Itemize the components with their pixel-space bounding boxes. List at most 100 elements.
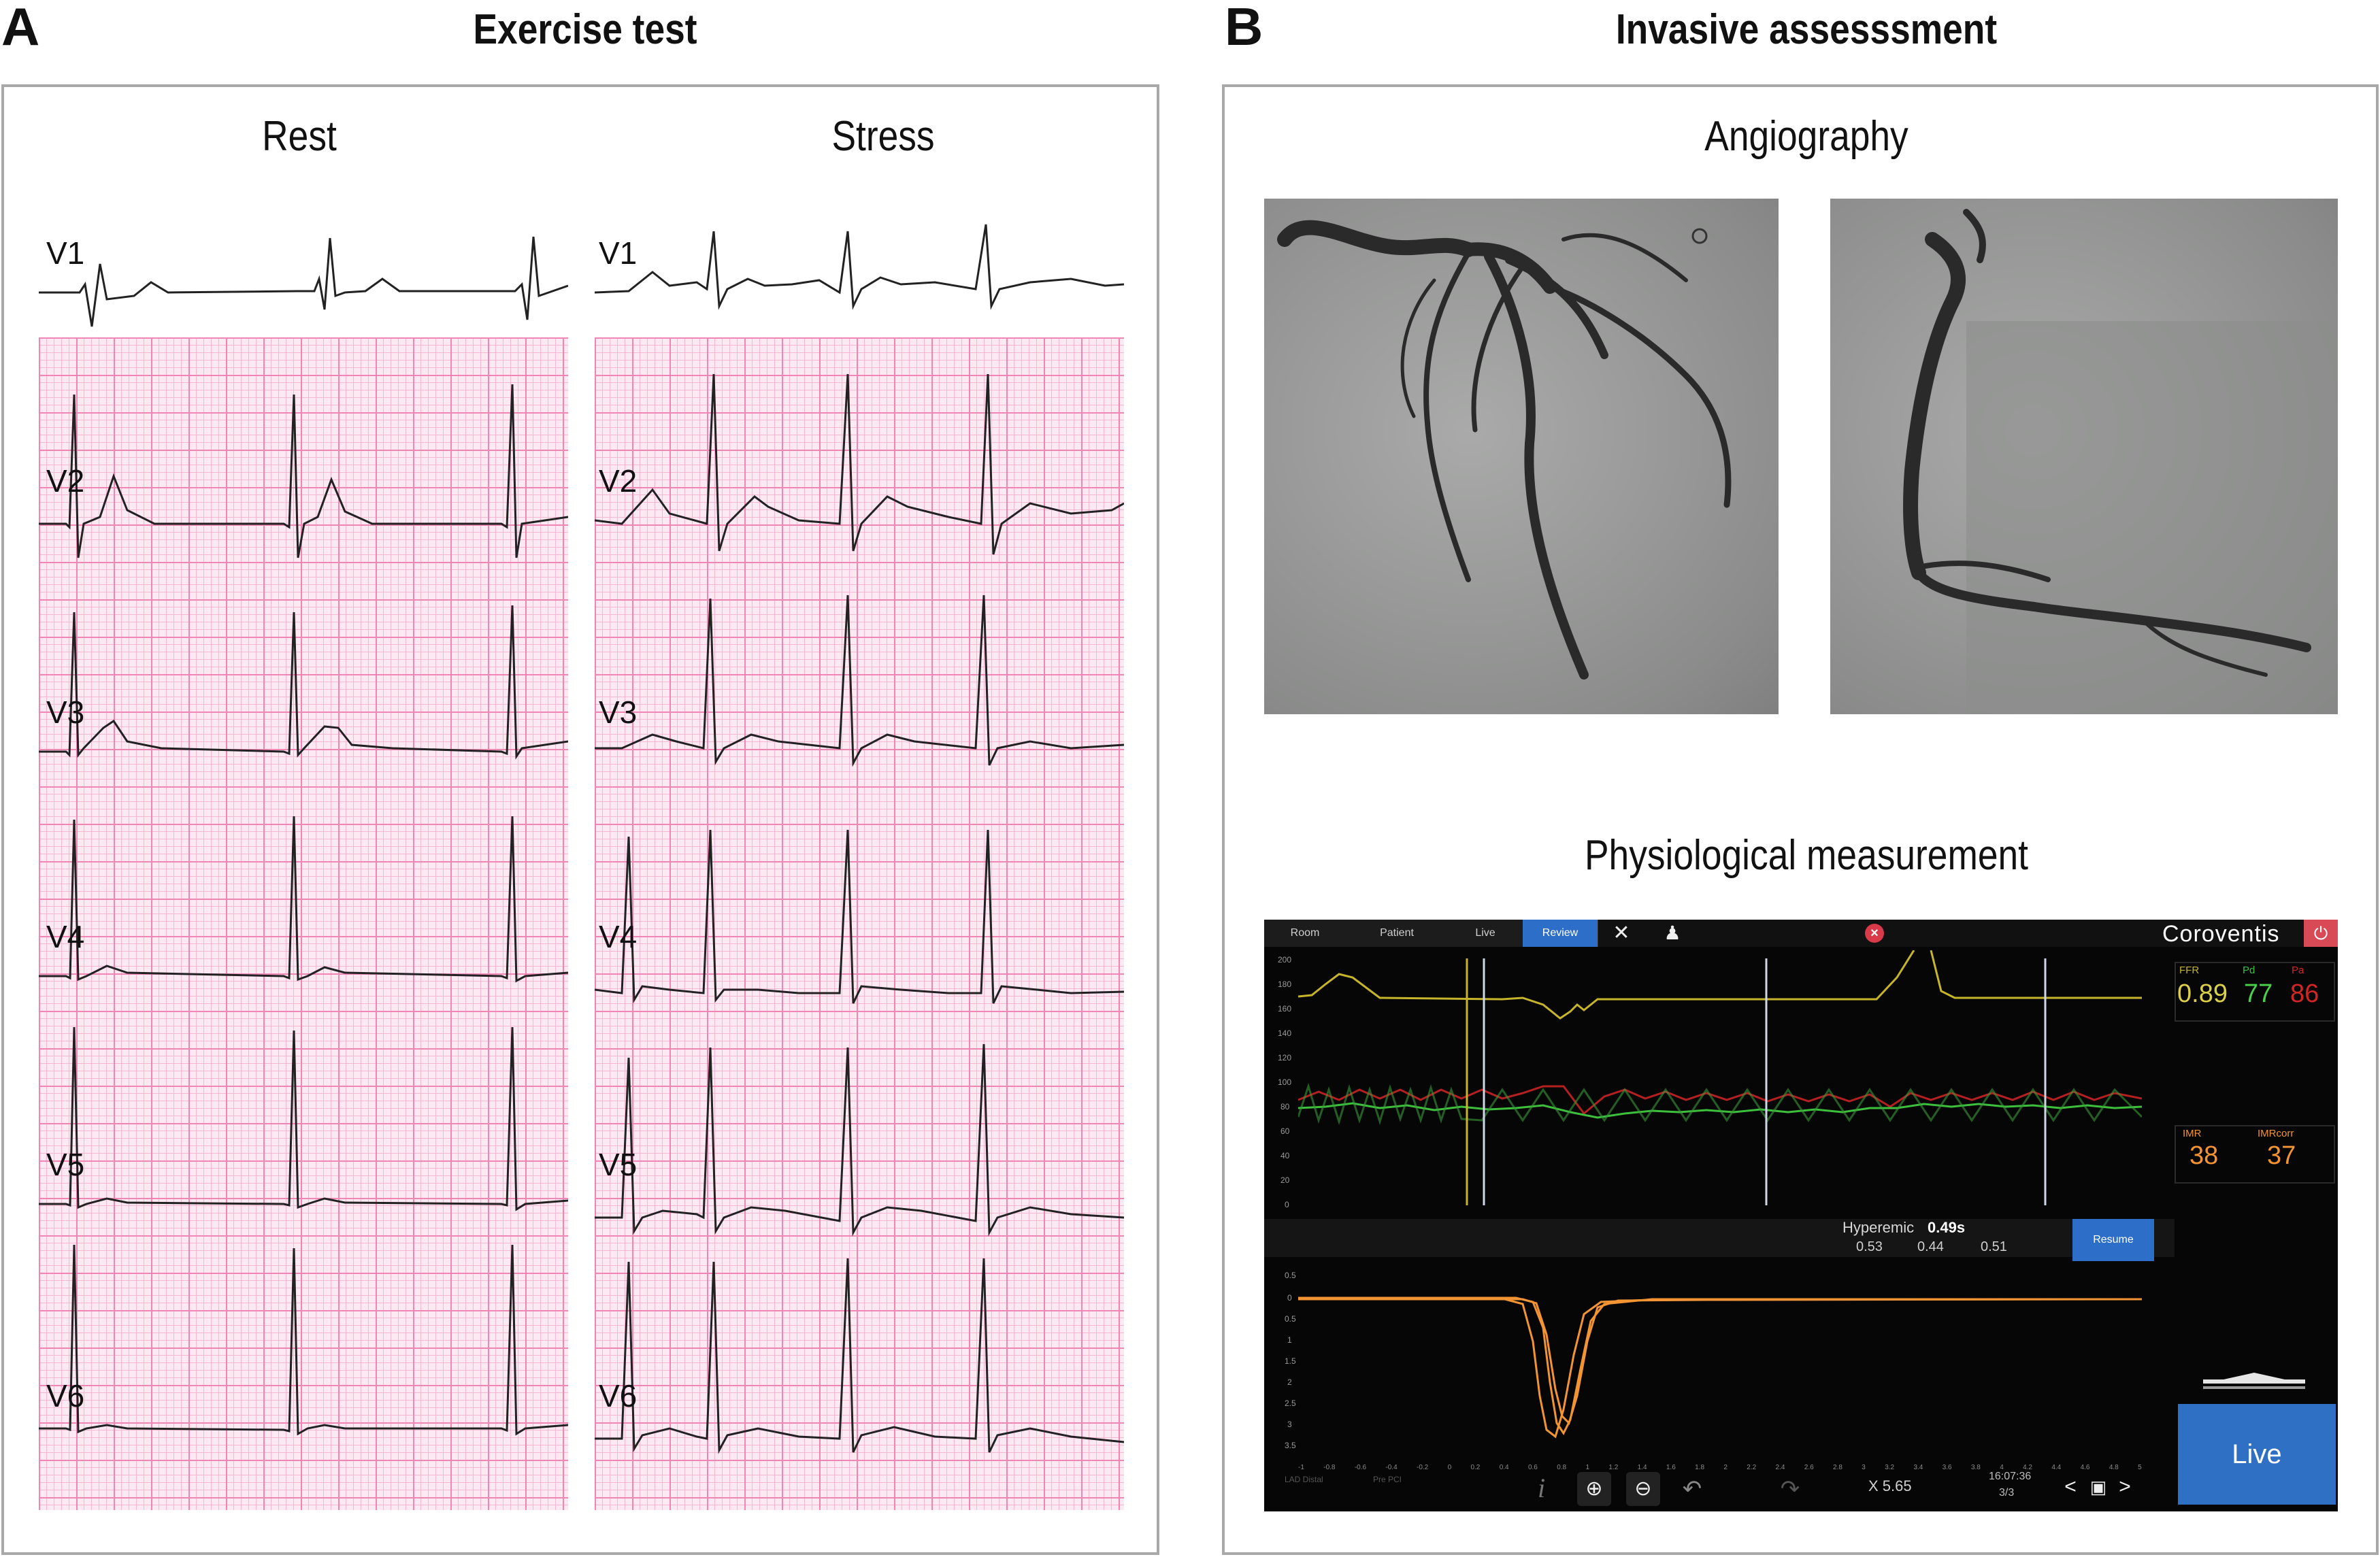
rest-lead-v5: V5 <box>46 1147 85 1182</box>
undo-icon[interactable]: ↶ <box>1682 1476 1702 1502</box>
x-tick: 0.2 <box>1470 1464 1481 1471</box>
stress-lead-v4: V4 <box>599 919 638 954</box>
redo-icon[interactable]: ↷ <box>1780 1476 1800 1502</box>
thermo-tick-8: 3.5 <box>1285 1441 1296 1450</box>
procedure-select[interactable]: Pre PCI <box>1373 1475 1402 1484</box>
angiogram-right-coronary <box>1830 199 2338 714</box>
stress-v3-trace <box>595 595 1124 767</box>
close-icon[interactable]: × <box>1865 924 1884 943</box>
rest-lead-v6: V6 <box>46 1378 85 1413</box>
stress-lead-v6: V6 <box>599 1378 638 1413</box>
x-tick: 1.6 <box>1666 1464 1676 1471</box>
thermo-tick-6: 2.5 <box>1285 1399 1296 1408</box>
stress-lead-v1: V1 <box>599 235 638 271</box>
rest-v2-trace <box>39 384 568 558</box>
aortic-trace <box>1298 950 2142 1020</box>
pa-value: 86 <box>2290 980 2319 1008</box>
x-tick: 4.8 <box>2109 1464 2119 1471</box>
thermo-tick-2: 0.5 <box>1285 1314 1296 1324</box>
zoom-out-icon[interactable]: ⊖ <box>1626 1472 1660 1506</box>
thermo-curve-1 <box>1298 1296 2142 1435</box>
x-tick: 3.2 <box>1885 1464 1895 1471</box>
rest-lead-v1: V1 <box>46 235 85 271</box>
thermo-tick-7: 3 <box>1287 1420 1292 1429</box>
stress-label: Stress <box>831 113 935 160</box>
prev-icon[interactable]: < <box>2064 1475 2077 1498</box>
thermo-tick-0: 0.5 <box>1285 1271 1296 1280</box>
rest-v3-trace <box>39 605 568 760</box>
x-axis-ticks: -1 -0.8 -0.6 -0.4 -0.2 0 0.2 0.4 0.6 0.8… <box>1298 1464 2142 1476</box>
panel-a-title: Exercise test <box>473 6 697 53</box>
resume-button[interactable]: Resume <box>2072 1219 2154 1261</box>
tab-room[interactable]: Room <box>1264 920 1346 947</box>
pressure-tick-0: 0 <box>1285 1200 1289 1209</box>
next-icon[interactable]: > <box>2119 1475 2131 1498</box>
panel-a-frame <box>1 84 1159 1555</box>
hyperemic-value: 0.49s <box>1928 1219 1966 1236</box>
stress-v4-trace <box>595 829 1124 1004</box>
x-tick: 0.8 <box>1557 1464 1567 1471</box>
stress-v2-trace <box>595 373 1124 555</box>
tools-icon[interactable]: ✕ <box>1613 922 1630 944</box>
thermo-tick-3: 1 <box>1287 1335 1292 1345</box>
transit-time-2: 0.44 <box>1917 1239 1944 1254</box>
user-icon[interactable]: ♟ <box>1664 922 1681 943</box>
pressure-tick-60: 60 <box>1280 1126 1290 1136</box>
x-tick: 4.2 <box>2023 1464 2032 1471</box>
ffr-value: 0.89 <box>2177 980 2228 1008</box>
thermo-curve-3 <box>1298 1298 2142 1425</box>
panel-a-letter: A <box>1 0 40 56</box>
tab-review[interactable]: Review <box>1523 920 1598 947</box>
lock-icon[interactable]: ▣ <box>2089 1477 2107 1497</box>
x-tick: 2.2 <box>1747 1464 1757 1471</box>
tab-patient[interactable]: Patient <box>1346 920 1449 947</box>
x-tick: -0.6 <box>1354 1464 1367 1471</box>
zoom-in-icon[interactable]: ⊕ <box>1577 1472 1611 1506</box>
thermo-tick-5: 2 <box>1287 1377 1292 1387</box>
pressure-tick-180: 180 <box>1278 980 1292 989</box>
rest-label: Rest <box>262 113 337 160</box>
x-tick: 4.4 <box>2051 1464 2062 1471</box>
x-tick: 1.4 <box>1637 1464 1647 1471</box>
imr-value: 38 <box>2189 1141 2219 1170</box>
ecg-traces-rest <box>39 236 568 1436</box>
thermo-tick-1: 0 <box>1287 1293 1292 1303</box>
pressure-traces <box>1298 950 2142 1205</box>
x-tick: 0.6 <box>1527 1464 1538 1471</box>
rest-lead-v2: V2 <box>46 463 85 499</box>
stress-lead-v5: V5 <box>599 1147 638 1182</box>
expand-handle-icon[interactable] <box>2176 1369 2332 1396</box>
pa-label: Pa <box>2292 965 2304 976</box>
pd-phasic-trace <box>1298 1083 2142 1126</box>
zoom-readout: X 5.65 <box>1868 1477 1912 1494</box>
thermodilution-curves <box>1298 1296 2142 1439</box>
thermo-curve-2 <box>1298 1297 2142 1439</box>
ffr-readout-box <box>2175 962 2335 1022</box>
vessel-select[interactable]: LAD Distal <box>1285 1475 1323 1484</box>
info-icon[interactable]: i <box>1538 1473 1546 1503</box>
hyperemic-label: Hyperemic <box>1842 1219 1915 1236</box>
x-tick: 1.2 <box>1608 1464 1619 1471</box>
x-tick: 2.6 <box>1804 1464 1814 1471</box>
rest-v1-trace <box>39 236 568 327</box>
rest-v4-trace <box>39 816 568 983</box>
physio-label: Physiological measurement <box>1584 832 2028 879</box>
panel-b-title: Invasive assesssment <box>1615 6 1998 53</box>
power-icon[interactable]: ⏻ <box>2304 920 2338 947</box>
x-tick: 4 <box>2000 1464 2004 1471</box>
x-tick: 5 <box>2138 1464 2142 1471</box>
panel-b-frame <box>1222 84 2379 1555</box>
panel-b-letter: B <box>1225 0 1263 56</box>
angiography-label: Angiography <box>1704 113 1908 160</box>
stress-v1-trace <box>595 224 1124 310</box>
stress-lead-v3: V3 <box>599 694 638 730</box>
x-tick: -0.2 <box>1416 1464 1429 1471</box>
pressure-tick-100: 100 <box>1278 1077 1292 1087</box>
imr-corr-value: 37 <box>2267 1141 2296 1170</box>
x-tick: -0.8 <box>1323 1464 1336 1471</box>
rest-lead-v3: V3 <box>46 694 85 730</box>
live-button[interactable]: Live <box>2178 1404 2336 1505</box>
x-tick: 4.6 <box>2080 1464 2090 1471</box>
tab-live[interactable]: Live <box>1448 920 1523 947</box>
imr-corr-label: IMRcorr <box>2258 1128 2294 1139</box>
